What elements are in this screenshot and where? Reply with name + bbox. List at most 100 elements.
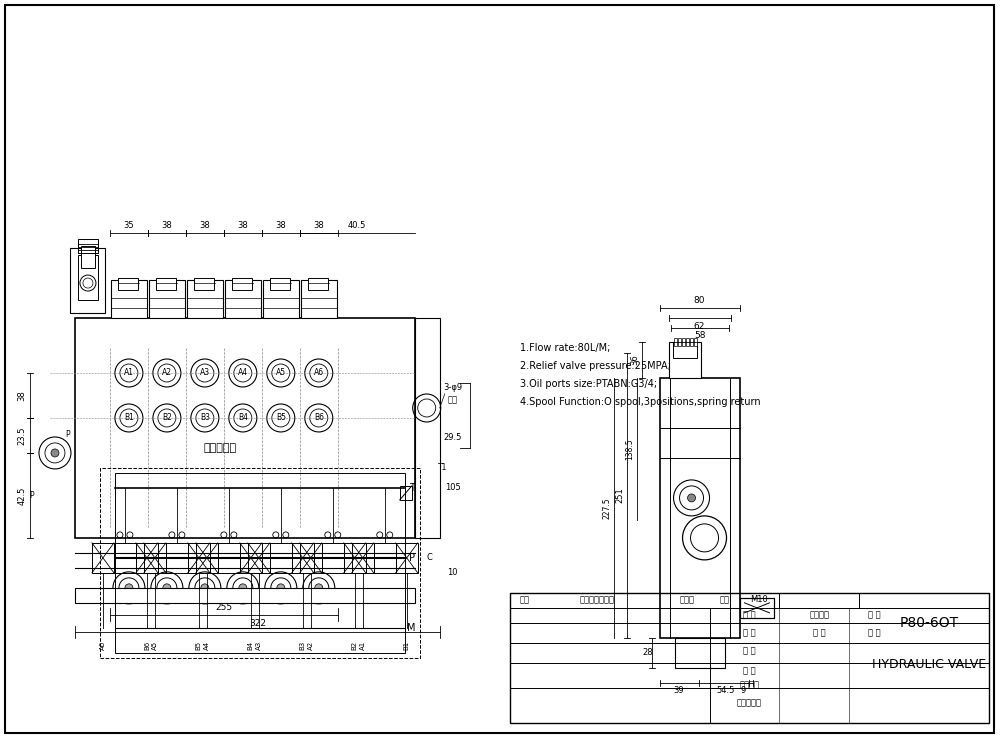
- Bar: [270, 543, 292, 573]
- Bar: [240, 543, 262, 573]
- Bar: [92, 543, 114, 573]
- Text: 58: 58: [694, 331, 705, 339]
- Circle shape: [688, 494, 696, 502]
- Text: B1: B1: [404, 641, 410, 650]
- Bar: [396, 543, 418, 573]
- Bar: [292, 543, 314, 573]
- Text: 29.5: 29.5: [444, 433, 462, 443]
- Text: 42.5: 42.5: [17, 486, 26, 505]
- Text: 4.Spool Function:O spool,3positions,spring return: 4.Spool Function:O spool,3positions,spri…: [520, 397, 760, 407]
- Text: P: P: [409, 553, 415, 563]
- Text: 23.5: 23.5: [17, 427, 26, 445]
- Bar: [673, 342, 697, 358]
- Text: B3: B3: [200, 413, 210, 422]
- Text: 38: 38: [275, 221, 286, 230]
- Text: A4: A4: [238, 368, 248, 378]
- Text: T1: T1: [438, 463, 447, 472]
- Circle shape: [277, 584, 285, 592]
- Text: T: T: [409, 483, 415, 493]
- Text: B5: B5: [276, 413, 286, 422]
- Text: 80: 80: [694, 295, 705, 305]
- Text: A5: A5: [276, 368, 286, 378]
- Bar: [78, 255, 98, 300]
- Circle shape: [51, 449, 59, 457]
- Text: 105: 105: [445, 483, 461, 492]
- Bar: [301, 280, 337, 318]
- Text: 9: 9: [741, 686, 746, 695]
- Text: 3.Oil ports size:PTABN:G3/4;: 3.Oil ports size:PTABN:G3/4;: [520, 379, 657, 389]
- Text: A4: A4: [204, 641, 210, 650]
- Bar: [352, 543, 374, 573]
- Circle shape: [163, 584, 171, 592]
- Text: A5: A5: [152, 641, 158, 650]
- Circle shape: [239, 584, 247, 592]
- Text: 3-φ9: 3-φ9: [443, 384, 462, 393]
- Bar: [308, 278, 328, 290]
- Text: 标准化检查: 标准化检查: [737, 698, 762, 707]
- Text: B3: B3: [300, 641, 306, 650]
- Text: B5: B5: [196, 641, 202, 650]
- Text: 更改人: 更改人: [680, 596, 695, 604]
- Text: 36: 36: [630, 355, 639, 365]
- Text: A3: A3: [256, 641, 262, 650]
- Text: C: C: [427, 554, 433, 562]
- Text: 35: 35: [124, 221, 134, 230]
- Bar: [111, 280, 147, 318]
- Bar: [75, 588, 415, 603]
- Bar: [300, 543, 322, 573]
- Bar: [263, 280, 299, 318]
- Text: 图样标记: 图样标记: [809, 610, 829, 619]
- Bar: [694, 338, 697, 346]
- Text: B6: B6: [314, 413, 324, 422]
- Text: 251: 251: [615, 488, 624, 503]
- Text: A1: A1: [360, 641, 366, 650]
- Text: 描 图: 描 图: [743, 646, 756, 655]
- Bar: [149, 280, 185, 318]
- Bar: [194, 278, 214, 290]
- Bar: [374, 543, 396, 573]
- Bar: [740, 598, 774, 618]
- Text: M10: M10: [751, 596, 768, 604]
- Text: 38: 38: [199, 221, 210, 230]
- Bar: [100, 468, 420, 658]
- Bar: [114, 543, 136, 573]
- Text: B2: B2: [352, 641, 358, 650]
- Bar: [674, 338, 677, 346]
- Text: 标记: 标记: [520, 596, 530, 604]
- Text: 38: 38: [17, 390, 26, 401]
- Text: 重 量: 重 量: [868, 610, 881, 619]
- Circle shape: [201, 584, 209, 592]
- Bar: [675, 638, 725, 668]
- Text: A3: A3: [200, 368, 210, 378]
- Bar: [166, 543, 188, 573]
- Bar: [70, 248, 105, 313]
- Text: 227.5: 227.5: [602, 497, 611, 519]
- Text: HYDRAULIC VALVE: HYDRAULIC VALVE: [872, 658, 986, 672]
- Bar: [510, 593, 989, 723]
- Text: 2.Relief valve pressure:25MPA;: 2.Relief valve pressure:25MPA;: [520, 361, 671, 371]
- Text: A6: A6: [314, 368, 324, 378]
- Text: P: P: [30, 491, 34, 500]
- Text: 322: 322: [249, 619, 266, 628]
- Bar: [344, 543, 366, 573]
- Text: A2: A2: [308, 641, 314, 650]
- Circle shape: [315, 584, 323, 592]
- Text: 28: 28: [642, 648, 653, 658]
- Bar: [196, 543, 218, 573]
- Bar: [156, 278, 176, 290]
- Circle shape: [125, 584, 133, 592]
- Text: A1: A1: [124, 368, 134, 378]
- Text: B4: B4: [248, 641, 254, 650]
- Bar: [660, 378, 740, 638]
- Bar: [78, 239, 98, 253]
- Text: 38: 38: [162, 221, 172, 230]
- Text: A6: A6: [100, 641, 106, 650]
- Text: 62: 62: [694, 322, 705, 331]
- Text: 第 张: 第 张: [868, 628, 881, 638]
- Text: 制 图: 制 图: [743, 628, 756, 638]
- Bar: [415, 318, 440, 538]
- Text: 39: 39: [673, 686, 684, 695]
- Bar: [686, 338, 689, 346]
- Bar: [118, 278, 138, 290]
- Bar: [187, 280, 223, 318]
